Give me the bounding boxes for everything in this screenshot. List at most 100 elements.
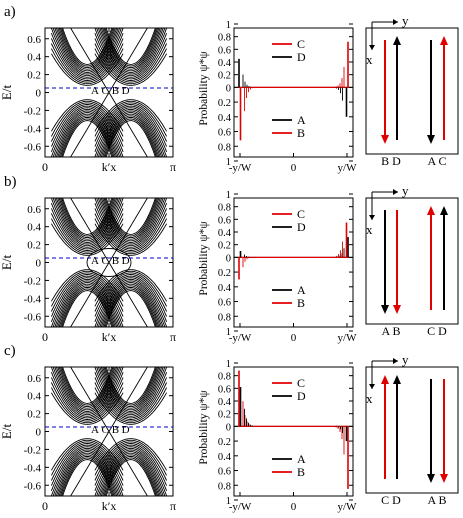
prob-ytick-label: 0.4 bbox=[218, 113, 232, 124]
band-xtick-label: π bbox=[170, 499, 176, 513]
band-ytick-label: 0 bbox=[36, 88, 42, 100]
band-ytick-label: 0.4 bbox=[27, 52, 41, 64]
band-ytick-label: 0.4 bbox=[27, 391, 41, 403]
band-line bbox=[103, 455, 159, 496]
band-line bbox=[50, 203, 124, 250]
band-line bbox=[105, 367, 156, 404]
prob-ytick-label: 0.4 bbox=[218, 397, 232, 408]
figure-row: a)0.60.40.20-0.2-0.4-0.6E/t0 k′x πA C B D10.8… bbox=[0, 4, 459, 174]
panel-label: c) bbox=[4, 343, 16, 359]
axis-x-arrowhead bbox=[369, 215, 375, 220]
band-line bbox=[94, 203, 168, 250]
axis-y-arrowhead bbox=[393, 19, 398, 25]
prob-xtick-label: -y/W bbox=[229, 332, 252, 344]
panel-label: a) bbox=[4, 4, 16, 20]
band-line bbox=[94, 275, 168, 322]
schematic-label-left: A B bbox=[381, 324, 400, 338]
arrowhead-up bbox=[393, 36, 401, 45]
prob-ytick-label: 0.2 bbox=[218, 268, 231, 279]
axis-x-label: x bbox=[366, 52, 373, 67]
arrowhead-down bbox=[427, 474, 435, 483]
band-line bbox=[94, 444, 168, 491]
figure-row: b)0.60.40.20-0.2-0.4-0.6E/t0 k′x πA C B D10.8… bbox=[0, 174, 459, 344]
crossing-label: C bbox=[101, 424, 108, 436]
axis-x-arrowhead bbox=[369, 384, 375, 389]
axis-y-label: y bbox=[402, 183, 409, 198]
band-ytick-label: 0.6 bbox=[27, 34, 41, 46]
band-ytick-label: -0.4 bbox=[24, 123, 42, 135]
band-line bbox=[104, 288, 157, 327]
band-line bbox=[58, 28, 116, 70]
crossing-label: D bbox=[122, 255, 130, 267]
band-ylabel: E/t bbox=[0, 255, 14, 271]
prob-ytick-label: 1 bbox=[226, 327, 231, 338]
panel-label: b) bbox=[4, 174, 17, 190]
band-line bbox=[94, 438, 167, 471]
crossing-label: B bbox=[112, 255, 119, 267]
legend-label: A bbox=[297, 452, 306, 466]
prob-legend-top: CD bbox=[272, 37, 306, 64]
band-line bbox=[59, 367, 115, 408]
band-line bbox=[61, 457, 114, 496]
schematic-frame bbox=[365, 366, 459, 494]
band-ytick-label: 0.2 bbox=[27, 240, 41, 252]
prob-ylabel: Probability ψ*ψ bbox=[198, 221, 210, 296]
band-curves bbox=[50, 367, 168, 496]
schematic-label-right: A C bbox=[427, 154, 446, 168]
schematic-panel: y x C D A B bbox=[365, 352, 459, 507]
band-ylabel: E/t bbox=[0, 85, 14, 101]
legend-label: B bbox=[297, 465, 305, 479]
prob-legend-top: CD bbox=[272, 376, 306, 403]
prob-legend-bottom: AB bbox=[272, 452, 306, 479]
crossing-label: A bbox=[91, 424, 99, 436]
axis-x-arrowhead bbox=[369, 45, 375, 50]
legend-label: D bbox=[297, 50, 306, 64]
arrowhead-up bbox=[440, 206, 448, 215]
schematic-panel: y x A B C D bbox=[365, 183, 459, 338]
prob-ytick-label: 0.8 bbox=[218, 372, 231, 383]
legend-label: C bbox=[297, 376, 305, 390]
schematic-frame bbox=[365, 197, 459, 325]
band-line bbox=[51, 53, 124, 86]
prob-legend-top: CD bbox=[272, 207, 306, 234]
band-curves bbox=[50, 28, 168, 157]
arrowhead-up bbox=[427, 206, 435, 215]
prob-xtick-label: 0 bbox=[291, 332, 297, 344]
band-ytick-label: -0.2 bbox=[24, 275, 41, 287]
band-ytick-label: -0.2 bbox=[24, 105, 41, 117]
band-line bbox=[105, 120, 156, 157]
schematic-frame bbox=[365, 27, 459, 155]
band-line bbox=[61, 288, 114, 327]
prob-ytick-label: 1 bbox=[226, 496, 231, 507]
crossing-label: C bbox=[101, 85, 108, 97]
prob-ytick-label: 0 bbox=[226, 422, 231, 433]
band-line bbox=[50, 33, 124, 80]
prob-ylabel: Probability ψ*ψ bbox=[198, 51, 210, 126]
prob-frame bbox=[233, 27, 354, 158]
band-ytick-label: 0.6 bbox=[27, 204, 41, 216]
band-line bbox=[94, 105, 168, 152]
prob-xtick-label: 0 bbox=[291, 162, 297, 174]
band-structure-panel: 0.6 0.4 0.2 0 -0.2 -0.4 -0.6 E/t 0 k′x π A C B D bbox=[0, 197, 176, 344]
arrowhead-up bbox=[440, 36, 448, 45]
band-line bbox=[59, 116, 115, 157]
band-line bbox=[58, 367, 116, 409]
axis-y-label: y bbox=[402, 352, 409, 367]
band-xtick-label: k′x bbox=[102, 330, 117, 344]
band-line bbox=[105, 290, 156, 327]
prob-ytick-label: 0.8 bbox=[218, 312, 231, 323]
prob-ytick-label: 1 bbox=[226, 190, 231, 201]
prob-ytick-label: 0.2 bbox=[218, 437, 231, 448]
prob-ytick-label: 0.8 bbox=[218, 481, 231, 492]
band-line bbox=[50, 275, 124, 322]
band-line bbox=[102, 28, 160, 70]
band-ylabel: E/t bbox=[0, 424, 14, 440]
arrowhead-up bbox=[381, 375, 389, 384]
band-line bbox=[94, 372, 168, 419]
crossing-label: D bbox=[122, 85, 130, 97]
band-line bbox=[103, 116, 159, 157]
figure-row: c)0.60.40.20-0.2-0.4-0.6E/t0 k′x πA C B D10.8… bbox=[0, 343, 459, 513]
